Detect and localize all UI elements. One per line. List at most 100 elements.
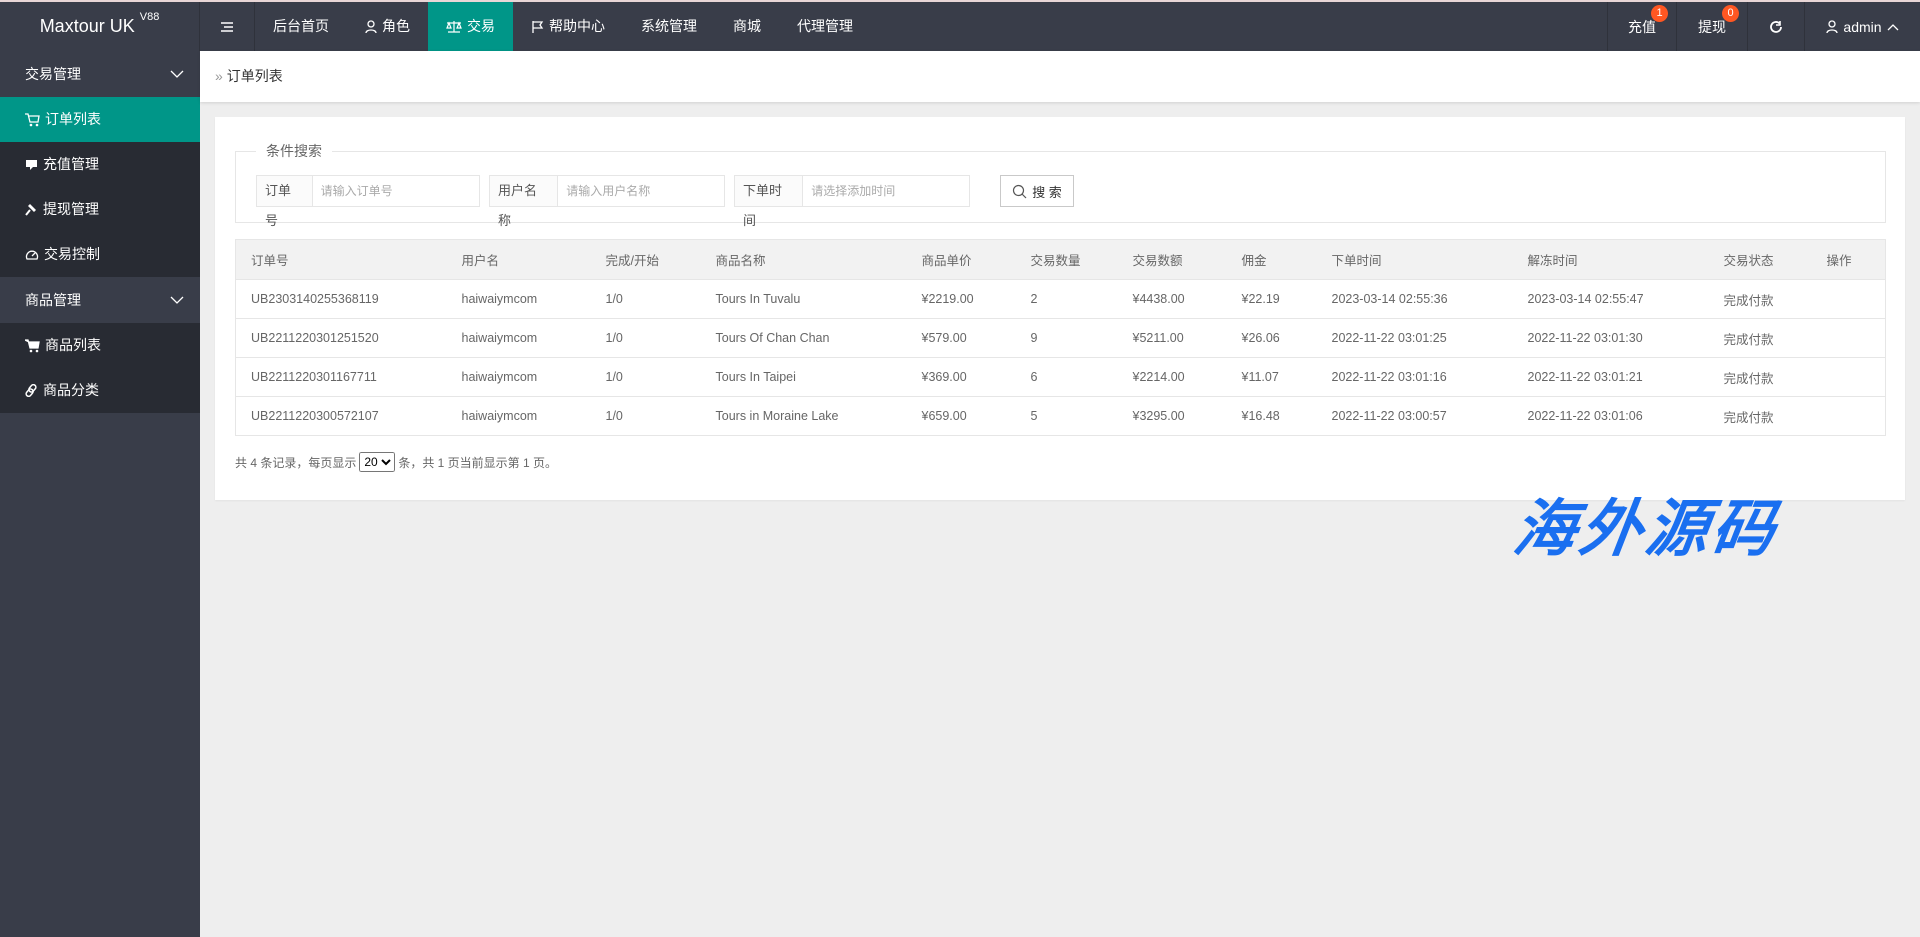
table-cell: haiwaiymcom [446,318,591,358]
column-header: 商品名称 [700,239,907,280]
table-cell: 1/0 [590,357,701,397]
sidebar: 交易管理 订单列表 充值管理 提现管理 交易控制 商品管理 商品列表 商品分类 [0,51,200,937]
order-number-input[interactable] [312,176,479,206]
table-cell: ¥16.48 [1226,396,1317,436]
column-header: 完成/开始 [590,239,701,280]
withdraw-button[interactable]: 提现 0 [1676,2,1747,51]
sidebar-group-trade[interactable]: 交易管理 [0,51,200,97]
order-time-field: 下单时间 [734,175,970,228]
table-cell: 2022-11-22 03:01:30 [1512,318,1709,358]
table-cell [1811,279,1886,319]
sidebar-item-withdraw[interactable]: 提现管理 [0,187,200,232]
nav-home[interactable]: 后台首页 [273,18,329,34]
table-header-row: 订单号 用户名 完成/开始 商品名称 商品单价 交易数量 交易数额 佣金 下单时间 解冻时间 交易状… [235,239,1886,280]
column-header: 用户名 [446,239,591,280]
column-header: 解冻时间 [1512,239,1709,280]
top-header: Maxtour UK V88 后台首页 角色 交易 帮助中心 系统管理 商城 代… [0,2,1920,51]
table-cell: 完成付款 [1708,396,1812,436]
table-cell: ¥11.07 [1226,357,1317,397]
right-nav: 充值 1 提现 0 admin [1607,2,1920,51]
table-cell: 1/0 [590,396,701,436]
table-cell: 6 [1015,357,1118,397]
order-number-field: 订单号 [256,175,480,228]
nav-mall[interactable]: 商城 [733,18,761,34]
table-cell: Tours Of Chan Chan [700,318,907,358]
sidebar-item-goods-list[interactable]: 商品列表 [0,323,200,368]
nav-agent[interactable]: 代理管理 [797,18,853,34]
table-row[interactable]: UB2303140255368119 haiwaiymcom 1/0 Tours In… [235,279,1886,319]
user-icon [365,20,377,33]
column-header: 下单时间 [1316,239,1513,280]
table-cell: ¥579.00 [906,318,1016,358]
table-cell: 2023-03-14 02:55:36 [1316,279,1513,319]
search-fieldset: 条件搜索 订单号 用户名称 下单时间 搜 索 [235,141,1886,228]
search-button[interactable]: 搜 索 [1000,175,1074,207]
recharge-badge: 1 [1651,5,1668,22]
gavel-icon [25,203,38,216]
table-cell: 2022-11-22 03:00:57 [1316,396,1513,436]
recharge-button[interactable]: 充值 1 [1607,2,1676,51]
menu-toggle-button[interactable] [200,2,255,51]
table-cell [1811,357,1886,397]
withdraw-badge: 0 [1722,5,1739,22]
sidebar-group-goods[interactable]: 商品管理 [0,277,200,323]
table-cell: ¥26.06 [1226,318,1317,358]
table-row[interactable]: UB2211220301167711 haiwaiymcom 1/0 Tours In… [235,357,1886,397]
table-cell: ¥22.19 [1226,279,1317,319]
top-nav: 后台首页 角色 交易 帮助中心 系统管理 商城 代理管理 [200,2,871,51]
gauge-icon [25,248,39,261]
order-list-card: 条件搜索 订单号 用户名称 下单时间 搜 索 订单号用户名完成/开始商品名称商品… [215,117,1905,500]
column-header: 操作 [1811,239,1886,280]
link-icon [25,384,38,397]
table-cell: ¥369.00 [906,357,1016,397]
order-time-input[interactable] [803,176,969,206]
sidebar-item-order-list[interactable]: 订单列表 [0,97,200,142]
table-cell: 2022-11-22 03:01:21 [1512,357,1709,397]
refresh-button[interactable] [1747,2,1804,51]
table-cell: Tours in Moraine Lake [700,396,907,436]
table-cell [1811,396,1886,436]
table-row[interactable]: UB2211220300572107 haiwaiymcom 1/0 Tours in… [235,396,1886,436]
table-cell: ¥2219.00 [906,279,1016,319]
table-cell: Tours In Tuvalu [700,279,907,319]
column-header: 佣金 [1226,239,1317,280]
table-cell: 完成付款 [1708,357,1812,397]
table-cell: 1/0 [590,318,701,358]
column-header: 交易数额 [1117,239,1227,280]
column-header: 订单号 [235,239,447,280]
table-cell: 2 [1015,279,1118,319]
nav-role[interactable]: 角色 [347,2,428,51]
logo[interactable]: Maxtour UK V88 [0,2,200,51]
table-cell: 9 [1015,318,1118,358]
sidebar-item-goods-category[interactable]: 商品分类 [0,368,200,413]
page-size-select[interactable]: 20 [359,452,396,472]
table-cell: 1/0 [590,279,701,319]
table-cell: ¥3295.00 [1117,396,1227,436]
column-header: 交易状态 [1708,239,1812,280]
menu-toggle-icon [220,21,234,33]
nav-system[interactable]: 系统管理 [641,18,697,34]
table-cell: haiwaiymcom [446,357,591,397]
table-cell: 完成付款 [1708,279,1812,319]
table-cell: haiwaiymcom [446,396,591,436]
table-cell: UB2211220301167711 [235,357,447,397]
nav-help[interactable]: 帮助中心 [513,2,623,51]
table-cell: UB2303140255368119 [235,279,447,319]
username-input[interactable] [558,176,724,206]
sidebar-item-recharge[interactable]: 充值管理 [0,142,200,187]
table-row[interactable]: UB2211220301251520 haiwaiymcom 1/0 Tours Of… [235,318,1886,358]
chevron-down-icon [170,277,184,323]
refresh-icon [1769,20,1783,34]
table-cell: 5 [1015,396,1118,436]
pagination: 共 4 条记录，每页显示 20 条，共 1 页当前显示第 1 页。 [235,452,557,472]
nav-trade[interactable]: 交易 [428,2,513,51]
cart-icon [25,338,40,353]
search-icon [1012,184,1027,199]
cart-icon [25,112,40,127]
user-menu[interactable]: admin [1804,2,1920,51]
table-cell: UB2211220300572107 [235,396,447,436]
double-chevron-icon: » [215,68,223,84]
sidebar-item-trade-control[interactable]: 交易控制 [0,232,200,277]
table-cell: ¥5211.00 [1117,318,1227,358]
table-cell: ¥2214.00 [1117,357,1227,397]
